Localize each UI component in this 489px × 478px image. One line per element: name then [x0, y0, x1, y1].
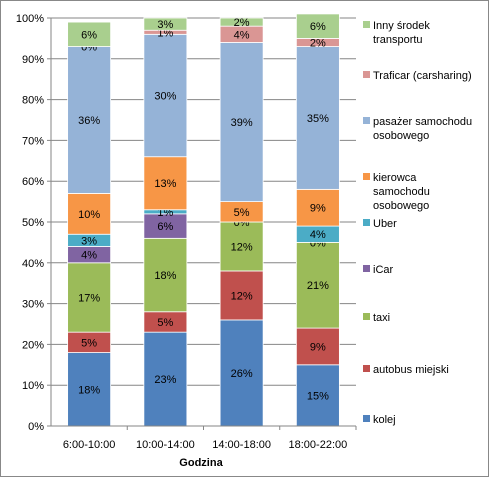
legend-swatch: [363, 219, 370, 226]
bar-segment: [143, 331, 188, 427]
legend-label: osobowego: [373, 200, 429, 212]
legend-label: Traficar (carsharing): [373, 70, 472, 82]
data-label: 4%: [234, 29, 250, 41]
data-label: 3%: [157, 19, 173, 31]
bar-segment: [143, 237, 188, 313]
data-label: 9%: [310, 203, 326, 215]
x-axis-title: Godzina: [179, 457, 223, 469]
data-label: 10%: [78, 209, 100, 221]
legend-label: pasażer samochodu: [373, 116, 472, 128]
y-axis-ticks: 0% 10% 20% 30% 40% 50% 60% 70% 80% 90% 100%: [16, 13, 51, 433]
bars: 18%5%17%4%3%10%36%0%6%23%5%18%6%1%13%30%…: [67, 13, 340, 427]
bar-segment: [295, 241, 340, 329]
y-tick-label: 50%: [22, 217, 44, 229]
data-label: 13%: [154, 178, 176, 190]
bar-segment: [143, 33, 188, 158]
data-label: 9%: [310, 341, 326, 353]
data-label: 17%: [78, 292, 100, 304]
legend-label: kolej: [373, 414, 396, 426]
y-tick-label: 60%: [22, 176, 44, 188]
y-tick-label: 10%: [22, 380, 44, 392]
legend-label: Inny środek: [373, 20, 430, 32]
data-label: 2%: [310, 37, 326, 49]
data-label: 35%: [307, 113, 329, 125]
bar-segment: [295, 364, 340, 427]
bar-segment: [67, 193, 112, 235]
legend-swatch: [363, 265, 370, 272]
data-label: 2%: [234, 17, 250, 29]
x-tick-label: 6:00-10:00: [63, 439, 116, 451]
y-tick-label: 90%: [22, 54, 44, 66]
bar-segment: [67, 262, 112, 333]
y-tick-label: 0%: [28, 421, 44, 433]
legend-swatch: [363, 21, 370, 28]
legend-label: osobowego: [373, 130, 429, 142]
bar-segment: [219, 17, 264, 27]
bar-segment: [143, 17, 188, 31]
x-tick-label: 18:00-22:00: [289, 439, 348, 451]
y-tick-label: 40%: [22, 258, 44, 270]
data-label: 30%: [154, 91, 176, 103]
legend-swatch: [363, 71, 370, 78]
data-label: 18%: [154, 270, 176, 282]
legend-swatch: [363, 117, 370, 124]
legend-swatch: [363, 365, 370, 372]
y-tick-label: 80%: [22, 95, 44, 107]
legend-swatch: [363, 313, 370, 320]
data-label: 4%: [310, 229, 326, 241]
data-label: 6%: [157, 221, 173, 233]
data-label: 18%: [78, 384, 100, 396]
bar-segment: [67, 21, 112, 47]
data-label: 23%: [154, 374, 176, 386]
data-label: 6%: [310, 21, 326, 33]
legend-swatch: [363, 415, 370, 422]
x-axis-ticks: 6:00-10:00 10:00-14:00 14:00-18:00 18:00-22…: [63, 426, 357, 451]
data-label: 5%: [157, 317, 173, 329]
data-label: 26%: [231, 368, 253, 380]
y-tick-label: 70%: [22, 135, 44, 147]
legend-label: iCar: [373, 264, 394, 276]
bar-segment: [295, 188, 340, 227]
bar-segment: [219, 221, 264, 272]
x-tick-label: 10:00-14:00: [136, 439, 195, 451]
data-label: 5%: [81, 337, 97, 349]
legend-swatch: [363, 173, 370, 180]
bar-segment: [219, 270, 264, 321]
bar-segment: [143, 213, 188, 239]
data-label: 12%: [231, 290, 253, 302]
legend-label: autobus miejski: [373, 364, 449, 376]
data-label: 15%: [307, 390, 329, 402]
data-label: 6%: [81, 29, 97, 41]
data-label: 5%: [234, 207, 250, 219]
legend-label: samochodu: [373, 186, 430, 198]
data-label: 21%: [307, 280, 329, 292]
legend-label: kierowca: [373, 172, 417, 184]
legend-label: taxi: [373, 312, 390, 324]
data-label: 4%: [81, 250, 97, 262]
legend: Inny środek transportu Traficar (carsharin…: [363, 20, 472, 426]
bar-segment: [67, 352, 112, 427]
legend-label: transportu: [373, 34, 423, 46]
data-label: 39%: [231, 117, 253, 129]
bar-segment: [295, 13, 340, 39]
data-label: 12%: [231, 241, 253, 253]
bar-segment: [143, 156, 188, 211]
y-tick-label: 20%: [22, 339, 44, 351]
bar-segment: [295, 46, 340, 190]
x-tick-label: 14:00-18:00: [212, 439, 271, 451]
y-tick-label: 100%: [16, 13, 44, 25]
data-label: 36%: [78, 115, 100, 127]
legend-label: Uber: [373, 218, 397, 230]
y-tick-label: 30%: [22, 299, 44, 311]
data-label: 3%: [81, 235, 97, 247]
bar-segment: [219, 42, 264, 202]
